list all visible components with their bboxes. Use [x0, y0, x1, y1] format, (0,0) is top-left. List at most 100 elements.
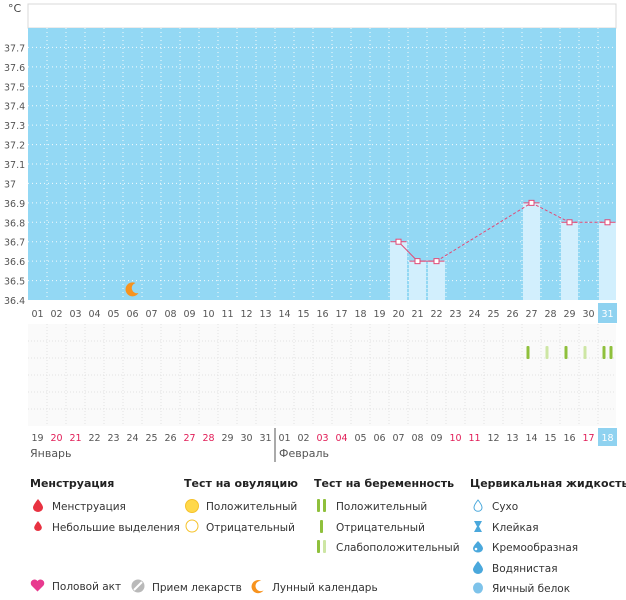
pill-icon	[131, 579, 145, 596]
legend-title-ovulation: Тест на овуляцию	[184, 477, 298, 490]
y-tick-label: 36.8	[4, 218, 25, 229]
legend-label: Яичный белок	[492, 583, 571, 596]
cycle-day-label: 10	[202, 309, 214, 320]
temperature-bar	[561, 222, 578, 300]
y-tick-label: 36.7	[4, 238, 25, 249]
temperature-bar	[599, 222, 616, 300]
legend-item: Клейкая	[470, 518, 626, 539]
legend-title-pregnancy: Тест на беременность	[314, 477, 455, 490]
legend-cervical: Цервикальная жидкость Сухо Клейкая Кремо…	[470, 477, 626, 600]
legend-ovulation: Тест на овуляцию Положительный Отрицател…	[184, 477, 298, 538]
temperature-bar	[428, 261, 445, 300]
legend-lunar: Лунный календарь	[250, 579, 378, 597]
date-label: 29	[221, 433, 233, 444]
small-drop-icon	[30, 521, 46, 534]
y-tick-label: 37.4	[4, 102, 25, 113]
cycle-day-label: 01	[31, 309, 43, 320]
legend-item: Слабоположительный	[314, 538, 460, 559]
pregnancy-mark	[583, 346, 587, 359]
legend-medication: Прием лекарств	[131, 579, 242, 596]
date-label: 08	[411, 433, 423, 444]
watery-drop-icon	[470, 560, 486, 577]
date-label: 19	[31, 433, 43, 444]
y-tick-label: 37.3	[4, 121, 25, 132]
legend-bottom-row: Половой акт Прием лекарств Лунный календ…	[0, 579, 626, 597]
date-label: 09	[430, 433, 442, 444]
y-tick-label: 36.5	[4, 277, 25, 288]
single-bar-icon	[314, 519, 330, 536]
legend-label: Небольшие выделения	[52, 521, 180, 534]
pregnancy-mark	[609, 346, 613, 359]
legend-title-menstruation: Менструация	[30, 477, 115, 490]
legend-item: Небольшие выделения	[30, 518, 180, 539]
cycle-day-label: 27	[525, 309, 537, 320]
date-label: 24	[126, 433, 138, 444]
legend-item: Водянистая	[470, 559, 626, 580]
cycle-day-label: 14	[278, 309, 290, 320]
plot-top-strip	[27, 3, 617, 29]
date-label: 10	[449, 433, 461, 444]
legend-label: Отрицательный	[206, 521, 295, 534]
temperature-bar	[409, 261, 426, 300]
legend: Менструация Менструация Небольшие выделе…	[0, 477, 626, 595]
heart-icon	[30, 579, 45, 595]
markers-grid	[28, 324, 616, 426]
temperature-point	[414, 258, 421, 265]
y-tick-label: 37.2	[4, 141, 25, 152]
y-tick-label: 36.6	[4, 257, 25, 268]
y-tick-labels: 37.7 37.6 37.5 37.4 37.3 37.2 37.1 37 36.9 36.8 36…	[4, 43, 25, 307]
legend-pregnancy: Тест на беременность Положительный Отриц…	[314, 477, 460, 559]
cycle-day-label: 17	[335, 309, 347, 320]
cycle-day-label: 20	[392, 309, 404, 320]
cycle-day-label: 31	[601, 309, 613, 320]
cycle-day-highlight	[598, 303, 617, 323]
bbt-chart: °C 37.7 37.6 37.5 37.4 37.3 37.2 37.1 37 36.9 36.…	[4, 2, 617, 462]
legend-label: Кремообразная	[492, 542, 579, 555]
cycle-day-label: 19	[373, 309, 385, 320]
legend-item: Сухо	[470, 497, 626, 518]
date-label: 02	[297, 433, 309, 444]
date-label: 17	[582, 433, 594, 444]
legend-label: Прием лекарств	[152, 581, 242, 594]
date-label: 13	[506, 433, 518, 444]
date-label: 18	[601, 433, 613, 444]
gridlines	[28, 28, 616, 300]
plot-area	[28, 28, 616, 300]
date-label: 26	[164, 433, 176, 444]
cycle-day-label: 05	[107, 309, 119, 320]
pregnancy-mark	[564, 346, 568, 359]
y-tick-label: 37.7	[4, 43, 25, 54]
cycle-day-label: 11	[221, 309, 233, 320]
cycle-day-label: 21	[411, 309, 423, 320]
date-label: 03	[316, 433, 328, 444]
legend-item: Отрицательный	[184, 518, 298, 539]
sticky-icon	[470, 520, 486, 536]
date-label: 04	[335, 433, 347, 444]
cycle-day-label: 04	[88, 309, 100, 320]
date-highlight	[598, 428, 617, 446]
date-label: 11	[468, 433, 480, 444]
cycle-day-label: 07	[145, 309, 157, 320]
cycle-day-label: 29	[563, 309, 575, 320]
legend-label: Слабоположительный	[336, 542, 460, 555]
legend-label: Лунный календарь	[272, 582, 378, 594]
weak-bar-icon	[314, 540, 330, 556]
temperature-points	[395, 199, 611, 265]
month-label-january: Январь	[30, 447, 72, 460]
temperature-bar	[390, 241, 407, 300]
cycle-day-label: 18	[354, 309, 366, 320]
outline-drop-icon	[470, 499, 486, 515]
pregnancy-mark	[545, 346, 549, 359]
cycle-day-label: 16	[316, 309, 328, 320]
y-tick-label: 36.9	[4, 199, 25, 210]
legend-item: Отрицательный	[314, 518, 460, 539]
temperature-bar	[523, 202, 540, 300]
temperature-point	[566, 219, 573, 226]
y-tick-label: 37.1	[4, 160, 25, 171]
cycle-day-label: 30	[582, 309, 594, 320]
unit-label: °C	[8, 2, 22, 15]
date-label: 20	[50, 433, 62, 444]
y-tick-label: 36.4	[4, 296, 25, 307]
filled-circle-icon	[184, 498, 200, 516]
date-label: 30	[240, 433, 252, 444]
